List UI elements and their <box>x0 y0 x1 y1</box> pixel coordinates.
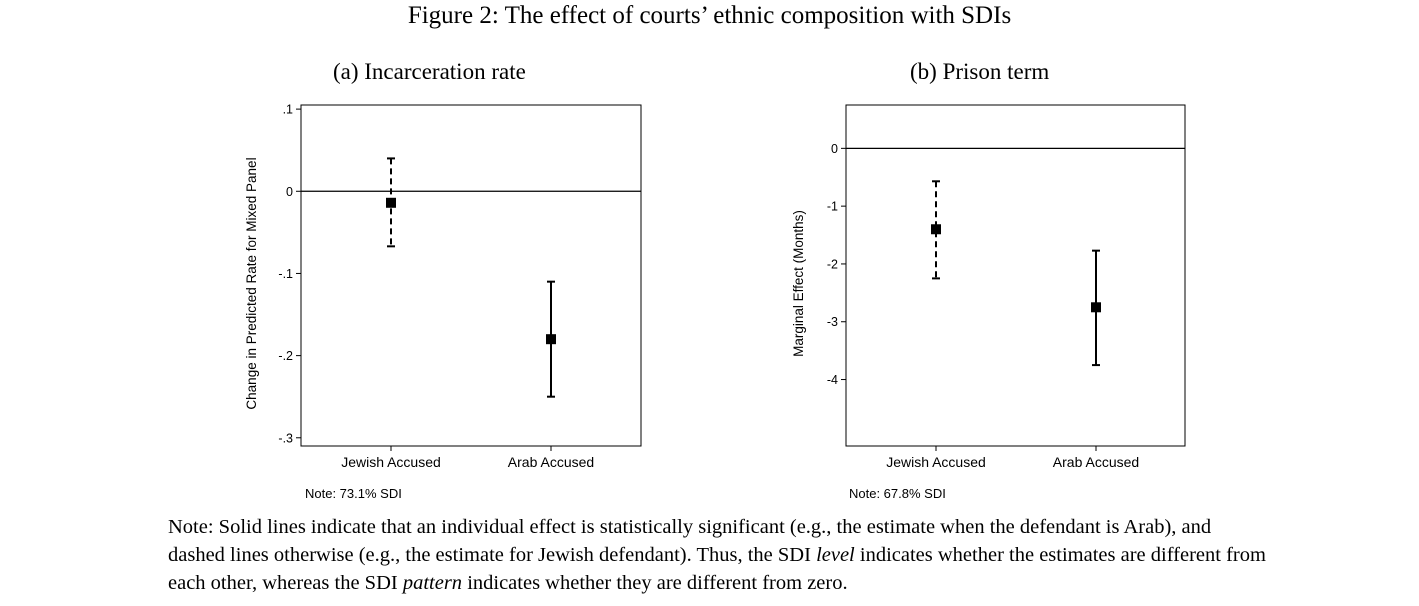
panel-a-ytick-label: .1 <box>283 103 293 117</box>
caption-part-2: indicates whether the estimates are diff… <box>168 544 1266 594</box>
panel-b-point-estimate <box>1091 302 1101 313</box>
panel-b-ytick-label: -3 <box>827 315 838 329</box>
panel-b-plot-frame <box>845 104 1186 447</box>
caption-part-1: Note: Solid lines indicate that an indiv… <box>168 516 1212 566</box>
panel-a-ytick-label: -.1 <box>278 267 293 281</box>
panel-b-ytick-label: -4 <box>827 373 838 387</box>
panel-a-point-estimate <box>386 197 396 208</box>
panel-a-ylabel: Change in Predicted Rate for Mixed Panel <box>244 157 259 409</box>
panel-a-xtick-label: Jewish Accused <box>341 454 441 470</box>
panel-b-sdi-note: Note: 67.8% SDI <box>849 486 946 501</box>
caption-note: Note: Solid lines indicate that an indiv… <box>168 513 1268 597</box>
panel-a-title: (a) Incarceration rate <box>333 59 526 84</box>
panel-a-sdi-note: Note: 73.1% SDI <box>305 486 402 501</box>
panel-b-ytick-label: -1 <box>827 200 838 214</box>
panel-b-point-estimate <box>931 224 941 235</box>
caption-part-3: indicates whether they are different fro… <box>462 572 848 594</box>
panel-b-title: (b) Prison term <box>910 59 1050 84</box>
panel-a-plot-frame <box>300 104 642 447</box>
figure-title: Figure 2: The effect of courts’ ethnic c… <box>407 2 1012 29</box>
panel-b-xtick-label: Jewish Accused <box>886 454 986 470</box>
caption-pattern: pattern <box>402 572 463 594</box>
panel-b-ytick-label: 0 <box>831 142 838 156</box>
panel-a-point-estimate <box>546 334 556 345</box>
panel-a-ytick-label: -.2 <box>278 349 293 363</box>
panel-b-xtick-label: Arab Accused <box>1053 454 1139 470</box>
caption-level: level <box>816 544 855 566</box>
panel-b-ylabel: Marginal Effect (Months) <box>791 210 806 357</box>
panel-a-ytick-label: -.3 <box>278 431 293 445</box>
panel-b-ytick-label: -2 <box>827 257 838 271</box>
panel-a-ytick-label: 0 <box>286 185 293 199</box>
panel-a-xtick-label: Arab Accused <box>508 454 594 470</box>
